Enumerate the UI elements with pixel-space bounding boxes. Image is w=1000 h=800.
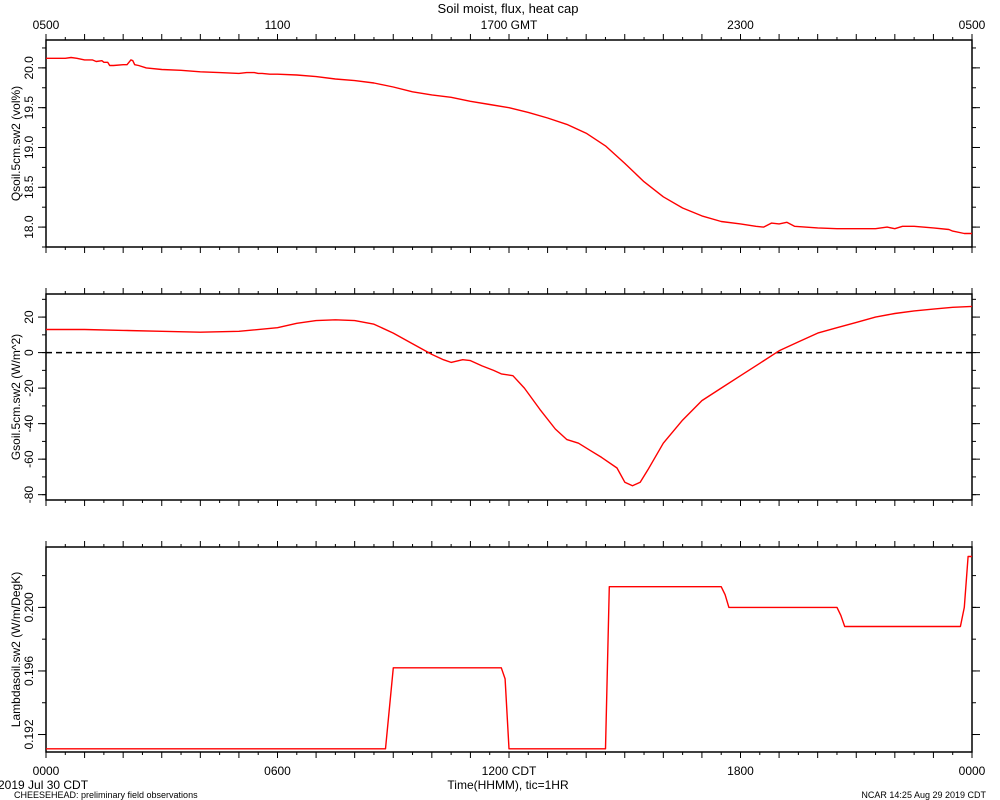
panels: 18.0 18.5 19.0 19.5 20.0 Qsoil.5cm.sw2 (vol%)… [9,34,980,758]
y-tick-label: -60 [22,450,36,468]
bottom-tick-label: 1200 CDT [482,764,537,778]
top-tick-label: 1100 [265,18,291,32]
y-tick-label: 0.192 [22,719,36,749]
x-axis-label: Time(HHMM), tic=1HR [447,778,569,792]
y-tick-label: -40 [22,415,36,433]
y-tick-label: 20.0 [22,56,36,80]
y-tick-label: -20 [22,379,36,397]
top-tick-label: 0500 [959,18,986,32]
bottom-tick-label: 1800 [727,764,754,778]
y-axis-label: Lambdasoil.sw2 (W/m/DegK) [9,572,23,727]
bottom-tick-label: 0600 [264,764,291,778]
top-axis: 0500 1100 1700 GMT 2300 0500 [33,18,986,32]
y-tick-label: 18.0 [22,215,36,239]
plot-frame [45,546,973,753]
bottom-tick-label: 0000 [959,764,986,778]
y-tick-label: 0.196 [22,656,36,686]
y-tick-label: 20 [22,310,36,324]
top-tick-label: 1700 GMT [481,18,538,32]
chart-title: Soil moist, flux, heat cap [438,1,579,16]
footer-date: 2019 Jul 30 CDT [0,778,89,792]
top-tick-label: 2300 [727,18,754,32]
y-tick-label: 19.5 [22,96,36,120]
series-line [46,555,972,750]
top-tick-label: 0500 [33,18,60,32]
series-line [46,56,972,235]
bottom-axis: 0000 0600 1200 CDT 1800 0000 [33,764,986,778]
y-axis-label: Qsoil.5cm.sw2 (vol%) [9,86,23,201]
plot-frame [45,293,973,501]
panel-gsoil: -80 -60 -40 -20 0 20 Gsoil.5cm.sw2 (W/m^2) [9,288,980,506]
panel-qsoil: 18.0 18.5 19.0 19.5 20.0 Qsoil.5cm.sw2 (vol%) [9,34,980,253]
y-tick-label: 0.200 [22,592,36,622]
y-tick-label: -80 [22,486,36,504]
footer-stamp: NCAR 14:25 Aug 29 2019 CDT [861,790,986,800]
y-tick-label: 19.0 [22,135,36,159]
bottom-tick-label: 0000 [33,764,60,778]
y-tick-label: 0 [22,349,36,356]
y-axis-label: Gsoil.5cm.sw2 (W/m^2) [9,334,23,460]
y-tick-label: 18.5 [22,175,36,199]
footer-project: CHEESEHEAD: preliminary field observatio… [14,790,198,800]
series-line [46,305,973,487]
